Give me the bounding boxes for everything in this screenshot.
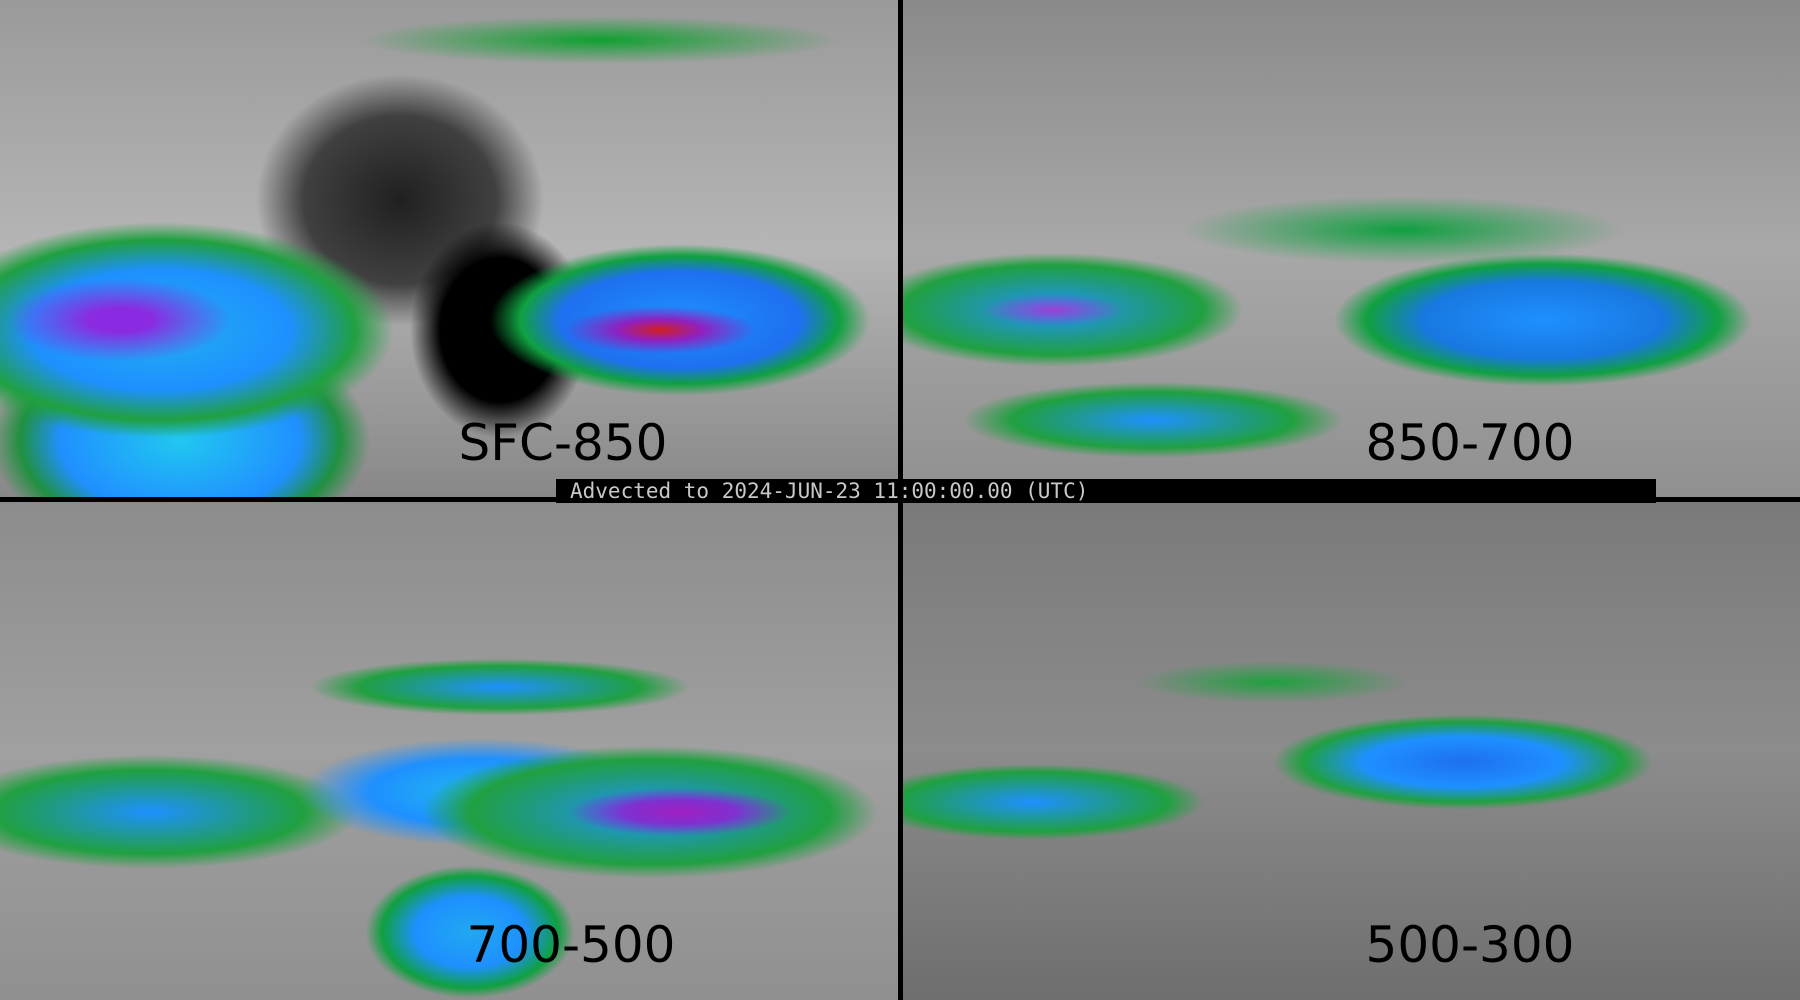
map-panel-700-500: 700-500 [0, 502, 898, 1000]
advection-time-banner: Advected to 2024-JUN-23 11:00:00.00 (UTC… [556, 479, 1656, 503]
panel-layer-label: 700-500 [466, 916, 676, 974]
panel-layer-label: SFC-850 [458, 414, 668, 472]
map-panel-500-300: 500-300 [903, 502, 1800, 1000]
panel-layer-label: 500-300 [1365, 916, 1575, 974]
map-panel-850-700: 850-700 [903, 0, 1800, 497]
panel-layer-label: 850-700 [1365, 414, 1575, 472]
map-panel-sfc-850: SFC-850 [0, 0, 898, 497]
